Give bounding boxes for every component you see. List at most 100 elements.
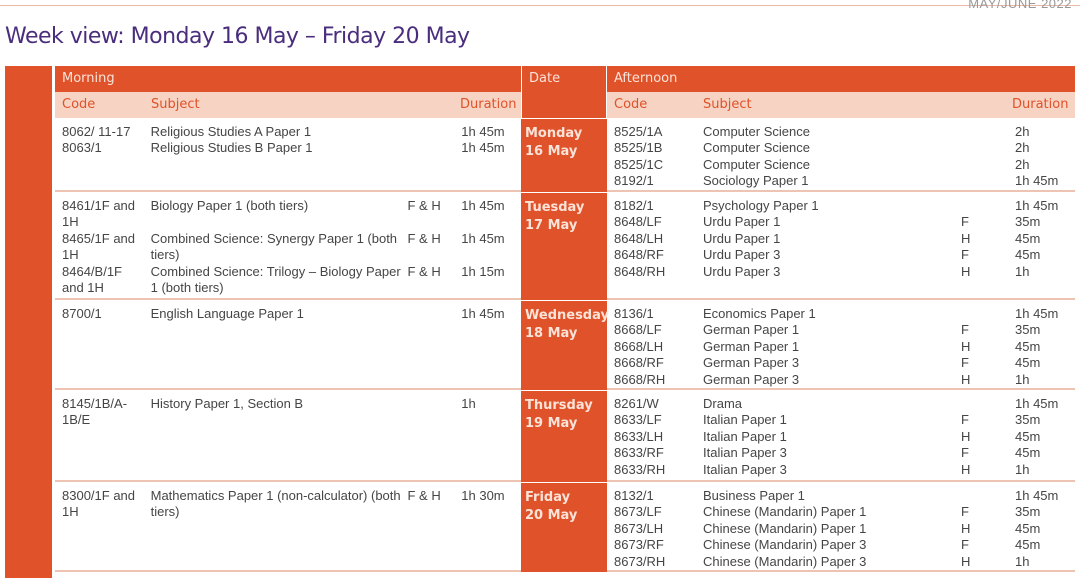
exam-subject: Italian Paper 1	[703, 412, 787, 428]
exam-subject: German Paper 3	[703, 371, 800, 387]
exam-subject: English Language Paper 1	[150, 306, 304, 321]
date-cell: Wednesday 18 May	[521, 301, 609, 390]
exam-code: 8668/LF	[614, 322, 662, 338]
exam-tier: H	[961, 428, 971, 444]
exam-code: 8063/1	[62, 140, 102, 156]
exam-entry: 8464/B/1F and 1H Combined Science: Trilog…	[62, 264, 521, 297]
exam-subject: Urdu Paper 1	[703, 214, 781, 230]
day-name: Tuesday	[525, 200, 585, 215]
exam-subject: Urdu Paper 3	[703, 247, 781, 263]
exam-duration: 45m	[1015, 247, 1041, 263]
exam-code: 8464/B/1F and 1H	[62, 263, 122, 296]
exam-tier	[961, 173, 1015, 189]
exam-tier: F & H	[407, 230, 441, 246]
exam-duration: 1h 45m	[461, 124, 505, 139]
header-label: MAY/JUNE 2022	[968, 0, 1072, 11]
exam-subject: Italian Paper 1	[703, 428, 787, 444]
exam-entry: 8145/1B/A-1B/E History Paper 1, Section B…	[62, 396, 521, 429]
exam-entry: 8525/1A Computer Science 2h	[614, 124, 1075, 140]
day-name: Thursday	[525, 398, 593, 413]
exam-tier	[961, 306, 1015, 322]
exam-duration: 35m	[1015, 322, 1041, 338]
exam-tier: H	[961, 553, 971, 569]
exam-duration: 45m	[1015, 520, 1041, 536]
exam-code: 8261/W	[614, 396, 659, 411]
exam-subject: German Paper 1	[703, 322, 800, 338]
morning-header: Morning	[55, 66, 521, 92]
exam-tier: F	[961, 445, 969, 461]
exam-subject: History Paper 1, Section B	[150, 396, 304, 411]
afternoon-row: 8136/1 Economics Paper 1 1h 45m 8668/LF Germ…	[607, 300, 1075, 390]
date-cell: Thursday 19 May	[521, 391, 607, 482]
exam-code: 8465/1F and 1H	[62, 230, 136, 263]
exam-subject: Urdu Paper 3	[703, 263, 781, 279]
exam-duration: 35m	[1015, 214, 1041, 230]
exam-duration: 1h	[1015, 263, 1030, 279]
exam-entry: 8648/RF Urdu Paper 3 F 45m	[614, 247, 1075, 263]
exam-tier: F	[961, 537, 969, 553]
exam-duration: 2h	[1015, 140, 1030, 156]
exam-subject: Religious Studies A Paper 1	[150, 124, 312, 139]
exam-code: 8192/1	[614, 173, 654, 189]
exam-duration: 2h	[1015, 156, 1030, 172]
exam-entry: 8633/RH Italian Paper 3 H 1h	[614, 462, 1075, 478]
exam-subject: Combined Science: Trilogy – Biology Pape…	[150, 263, 401, 296]
exam-code: 8525/1C	[614, 156, 664, 172]
exam-code: 8668/RH	[614, 371, 666, 387]
exam-subject: Mathematics Paper 1 (non-calculator) (bo…	[150, 488, 401, 520]
exam-tier	[408, 306, 462, 322]
exam-entry: 8136/1 Economics Paper 1 1h 45m	[614, 306, 1075, 322]
page-title: Week view: Monday 16 May – Friday 20 May	[5, 24, 470, 49]
exam-code: 8633/RH	[614, 461, 666, 477]
exam-duration: 1h 45m	[1015, 488, 1059, 503]
exam-code: 8145/1B/A-1B/E	[62, 396, 128, 428]
exam-tier	[408, 396, 462, 429]
exam-duration: 35m	[1015, 412, 1041, 428]
exam-code: 8525/1B	[614, 140, 663, 156]
exam-tier: H	[961, 461, 971, 477]
exam-tier: F	[961, 504, 969, 520]
morning-row: 8300/1F and 1H Mathematics Paper 1 (non-c…	[55, 482, 521, 572]
exam-code: 8182/1	[614, 198, 654, 213]
exam-tier	[961, 198, 1015, 214]
exam-entry: 8673/RF Chinese (Mandarin) Paper 3 F 45m	[614, 537, 1075, 553]
date-header: Date	[521, 66, 607, 118]
exam-code: 8648/LF	[614, 214, 662, 230]
exam-tier	[961, 124, 1015, 140]
exam-code: 8673/RF	[614, 537, 664, 553]
exam-code: 8633/RF	[614, 445, 664, 461]
exam-code: 8461/1F and 1H	[62, 198, 136, 230]
date-cell: Friday 20 May	[521, 483, 607, 572]
exam-tier: F	[961, 214, 969, 230]
day-date: 19 May	[525, 416, 578, 431]
exam-entry: 8648/LF Urdu Paper 1 F 35m	[614, 214, 1075, 230]
exam-duration: 45m	[1015, 445, 1041, 461]
exam-code: 8648/RF	[614, 247, 664, 263]
exam-duration: 1h	[1015, 371, 1030, 387]
exam-entry: 8300/1F and 1H Mathematics Paper 1 (non-c…	[62, 488, 521, 521]
exam-duration: 35m	[1015, 504, 1041, 520]
exam-duration: 1h 45m	[1015, 396, 1059, 411]
exam-entry: 8182/1 Psychology Paper 1 1h 45m	[614, 198, 1075, 214]
exam-entry: 8633/LH Italian Paper 1 H 45m	[614, 429, 1075, 445]
exam-code: 8673/LF	[614, 504, 662, 520]
exam-entry: 8700/1 English Language Paper 1 1h 45m	[62, 306, 521, 322]
day-name: Wednesday	[525, 308, 609, 323]
morning-row: 8145/1B/A-1B/E History Paper 1, Section B…	[55, 390, 521, 482]
exam-subject: Chinese (Mandarin) Paper 3	[703, 537, 867, 553]
exam-tier: F	[961, 412, 969, 428]
exam-duration: 45m	[1015, 428, 1041, 444]
afternoon-row: 8182/1 Psychology Paper 1 1h 45m 8648/LF Urd…	[607, 192, 1075, 300]
exam-subject: Urdu Paper 1	[703, 230, 781, 246]
day-date: 20 May	[525, 508, 578, 523]
morning-row: 8062/ 11-17 Religious Studies A Paper 1 1h…	[55, 118, 521, 192]
exam-duration: 45m	[1015, 338, 1041, 354]
exam-entry: 8673/LH Chinese (Mandarin) Paper 1 H 45m	[614, 521, 1075, 537]
afternoon-row: 8525/1A Computer Science 2h 8525/1B Computer…	[607, 118, 1075, 192]
exam-subject: Sociology Paper 1	[703, 173, 809, 189]
exam-code: 8648/RH	[614, 263, 666, 279]
exam-subject: Computer Science	[703, 140, 810, 156]
morning-row: 8461/1F and 1H Biology Paper 1 (both tier…	[55, 192, 521, 300]
exam-entry: 8633/LF Italian Paper 1 F 35m	[614, 412, 1075, 428]
exam-duration: 1h 30m	[461, 488, 505, 503]
